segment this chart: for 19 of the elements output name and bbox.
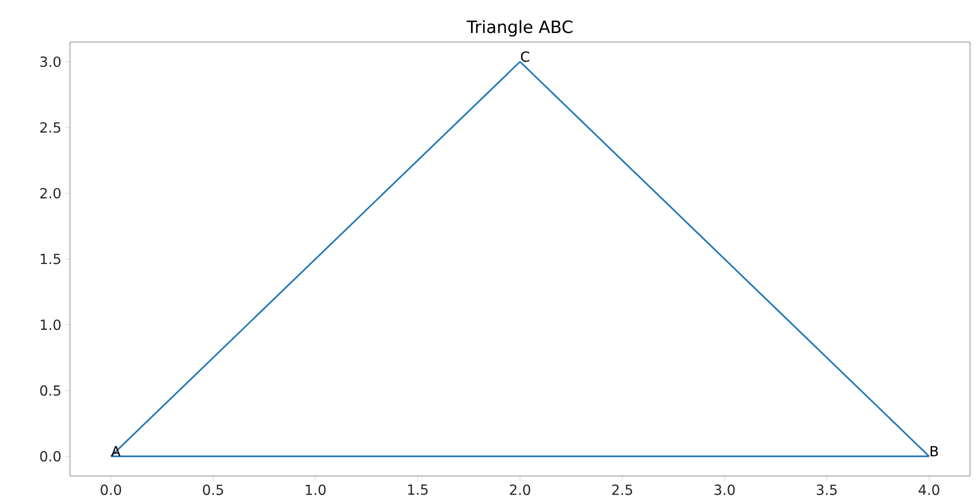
annotation: C [520,51,530,62]
x-tick-label: 3.0 [714,484,735,496]
y-tick-label: 2.0 [40,188,61,199]
x-tick-label: 2.0 [510,484,530,496]
x-tick-label: 0.5 [203,484,224,496]
chart-title: Triangle ABC [466,20,572,36]
x-tick-label: 3.5 [816,484,837,496]
x-tick-label: 1.0 [306,484,326,496]
y-tick-label: 0.5 [40,385,60,396]
x-tick-label: 1.5 [408,484,428,495]
y-tick-label: 3.0 [40,56,61,68]
y-tick-label: 1.5 [40,254,60,264]
annotation: B [930,446,938,456]
y-tick-label: 0.0 [40,450,61,462]
x-tick-label: 0.0 [100,484,122,496]
x-tick-label: 2.5 [612,484,632,496]
y-tick-label: 1.0 [40,319,61,330]
x-tick-label: 4.0 [918,484,940,496]
y-tick-label: 2.5 [40,122,60,133]
